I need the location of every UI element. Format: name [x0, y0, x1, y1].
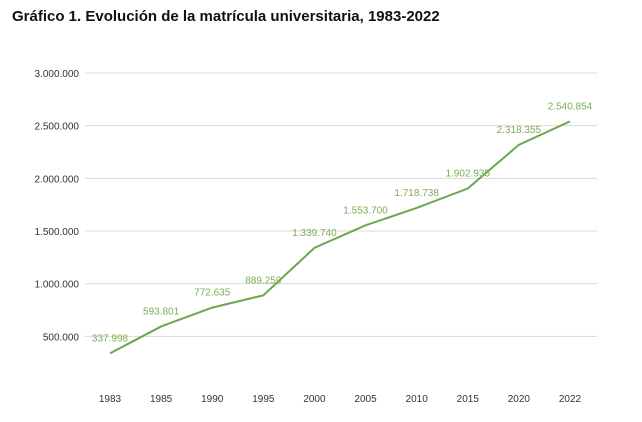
- data-label: 593.801: [143, 306, 180, 317]
- data-label: 772.635: [194, 288, 231, 299]
- data-label: 1.339.740: [292, 228, 337, 239]
- chart-title: Gráfico 1. Evolución de la matrícula uni…: [12, 8, 440, 25]
- y-tick-label: 1.500.000: [35, 227, 80, 238]
- y-tick-label: 1.000.000: [35, 280, 80, 291]
- data-label: 1.718.738: [394, 188, 439, 199]
- x-tick-label: 2000: [303, 394, 326, 405]
- x-tick-label: 1990: [201, 394, 224, 405]
- y-tick-label: 500.000: [43, 332, 80, 343]
- data-label: 1.553.700: [343, 205, 388, 216]
- data-label: 2.318.355: [497, 125, 542, 136]
- data-label: 2.540.854: [548, 101, 593, 112]
- data-label: 337.998: [92, 333, 129, 344]
- data-label: 889.259: [245, 275, 282, 286]
- x-tick-label: 1983: [99, 394, 122, 405]
- x-tick-label: 2022: [559, 394, 582, 405]
- x-tick-label: 2005: [354, 394, 377, 405]
- x-tick-label: 2010: [406, 394, 429, 405]
- data-line: [109, 120, 571, 355]
- x-tick-label: 1985: [150, 394, 173, 405]
- y-tick-label: 2.000.000: [35, 174, 80, 185]
- y-tick-label: 2.500.000: [35, 122, 80, 133]
- y-tick-label: 3.000.000: [35, 69, 80, 80]
- x-tick-label: 2020: [508, 394, 531, 405]
- x-tick-label: 2015: [457, 394, 480, 405]
- x-tick-label: 1995: [252, 394, 275, 405]
- data-label: 1.902.935: [446, 169, 491, 180]
